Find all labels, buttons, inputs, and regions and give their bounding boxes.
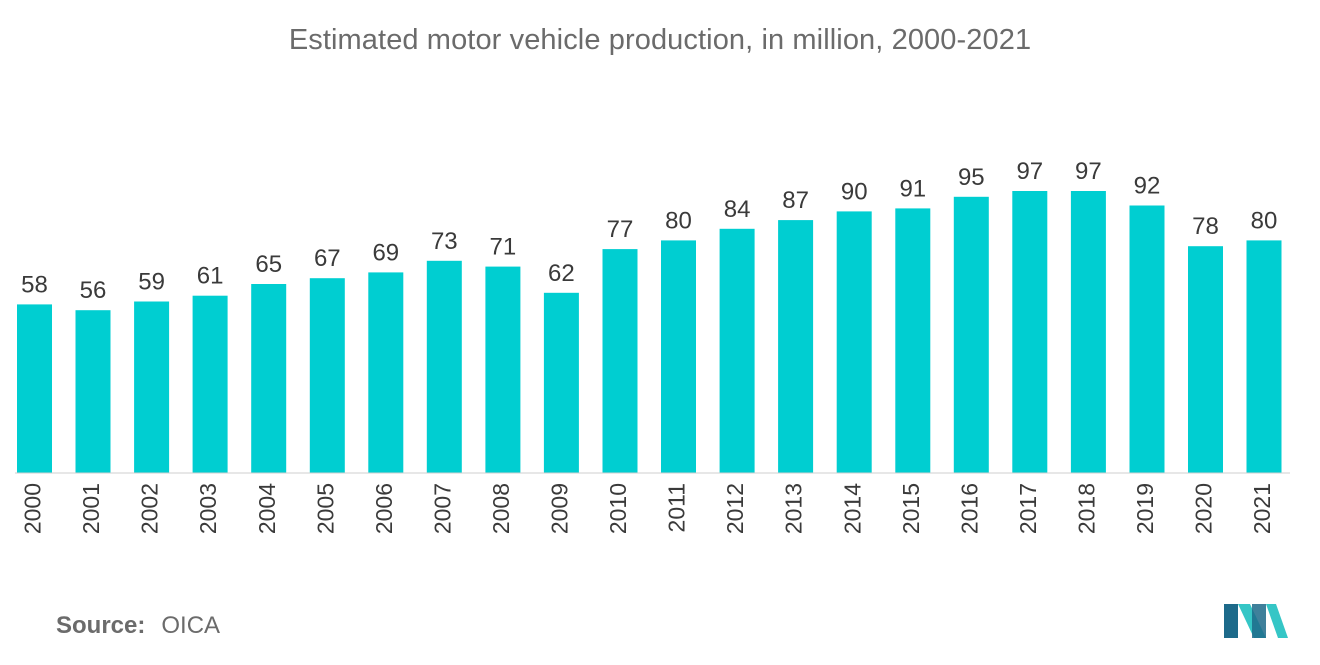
bar-value-label: 87 <box>782 187 809 214</box>
bar-value-label: 97 <box>1016 158 1043 185</box>
bar-value-label: 78 <box>1192 213 1219 240</box>
bar <box>426 260 462 473</box>
bars-layer <box>17 191 1282 474</box>
bar-value-label: 97 <box>1075 158 1102 185</box>
bar <box>75 310 111 473</box>
bar-value-label: 58 <box>21 271 48 298</box>
bar <box>134 301 170 473</box>
bar <box>251 284 287 473</box>
x-tick-label: 2001 <box>78 483 104 534</box>
x-tick-label: 2013 <box>781 483 807 534</box>
bar <box>543 292 579 473</box>
bar <box>836 211 872 473</box>
x-tick-label: 2015 <box>898 483 924 534</box>
bar-value-label: 67 <box>314 245 341 272</box>
bar <box>1012 191 1048 473</box>
chart-title: Estimated motor vehicle production, in m… <box>288 24 1032 56</box>
bar <box>1129 205 1165 473</box>
x-tick-label: 2018 <box>1073 483 1099 534</box>
source-value: OICA <box>161 612 221 639</box>
bar-value-label: 77 <box>607 216 634 243</box>
x-tick-labels-layer: 2000 2001 2002 2003 2004 2005 2006 2007 2008 2009… <box>20 483 1276 534</box>
bar <box>719 228 755 473</box>
x-tick-label: 2009 <box>546 483 572 534</box>
bar <box>1188 246 1223 473</box>
bar-value-label: 91 <box>899 175 926 202</box>
x-tick-label: 2014 <box>839 483 865 534</box>
x-tick-label: 2002 <box>137 483 163 534</box>
bar-value-label: 84 <box>724 196 751 223</box>
x-tick-label: 2019 <box>1132 483 1158 534</box>
x-tick-label: 2000 <box>20 483 46 534</box>
x-tick-label: 2007 <box>429 483 455 534</box>
mordor-intelligence-logo-icon <box>1224 604 1288 638</box>
x-tick-label: 2016 <box>956 483 982 534</box>
bar <box>778 220 814 473</box>
bar <box>17 304 52 473</box>
x-tick-label: 2005 <box>312 483 338 534</box>
bar <box>953 196 989 474</box>
source-note: Source: OICA <box>56 612 220 640</box>
bar-value-label: 62 <box>548 260 575 287</box>
bar-value-label: 73 <box>431 228 458 255</box>
x-tick-label: 2003 <box>195 483 221 534</box>
x-tick-label: 2008 <box>488 483 514 534</box>
bar-value-label: 90 <box>841 178 868 205</box>
bar-value-label: 80 <box>1251 207 1278 234</box>
bar <box>895 208 931 473</box>
bar-value-label: 92 <box>1134 173 1161 200</box>
bar <box>1070 191 1106 473</box>
x-tick-label: 2006 <box>371 483 397 534</box>
bar <box>192 295 228 473</box>
x-tick-label: 2012 <box>722 483 748 534</box>
bar-value-label: 80 <box>665 207 692 234</box>
x-tick-label: 2020 <box>1191 483 1217 534</box>
x-tick-label: 2021 <box>1249 483 1275 534</box>
bar-value-label: 69 <box>372 239 399 266</box>
bar-value-label: 71 <box>490 234 517 261</box>
bar <box>309 278 345 473</box>
x-tick-label: 2011 <box>664 483 690 532</box>
value-labels-layer: 58 56 59 61 65 67 69 73 71 62 77 80 84 87 90 91 95 97 97 92… <box>21 158 1277 304</box>
bar-chart: 58 56 59 61 65 67 69 73 71 62 77 80 84 87 90 91 95 97 97 92… <box>15 158 1290 534</box>
bar <box>602 249 638 473</box>
bar-value-label: 59 <box>138 269 165 296</box>
bar-value-label: 95 <box>958 164 985 191</box>
bar <box>1246 240 1282 473</box>
bar <box>661 240 696 473</box>
bar <box>368 272 404 473</box>
bar-value-label: 65 <box>255 251 282 278</box>
x-tick-label: 2004 <box>254 483 280 534</box>
bar-value-label: 61 <box>197 263 224 290</box>
bar <box>485 266 521 473</box>
x-tick-label: 2010 <box>605 483 631 534</box>
x-tick-label: 2017 <box>1015 483 1041 534</box>
source-label: Source: <box>56 612 146 639</box>
bar-value-label: 56 <box>80 277 107 304</box>
